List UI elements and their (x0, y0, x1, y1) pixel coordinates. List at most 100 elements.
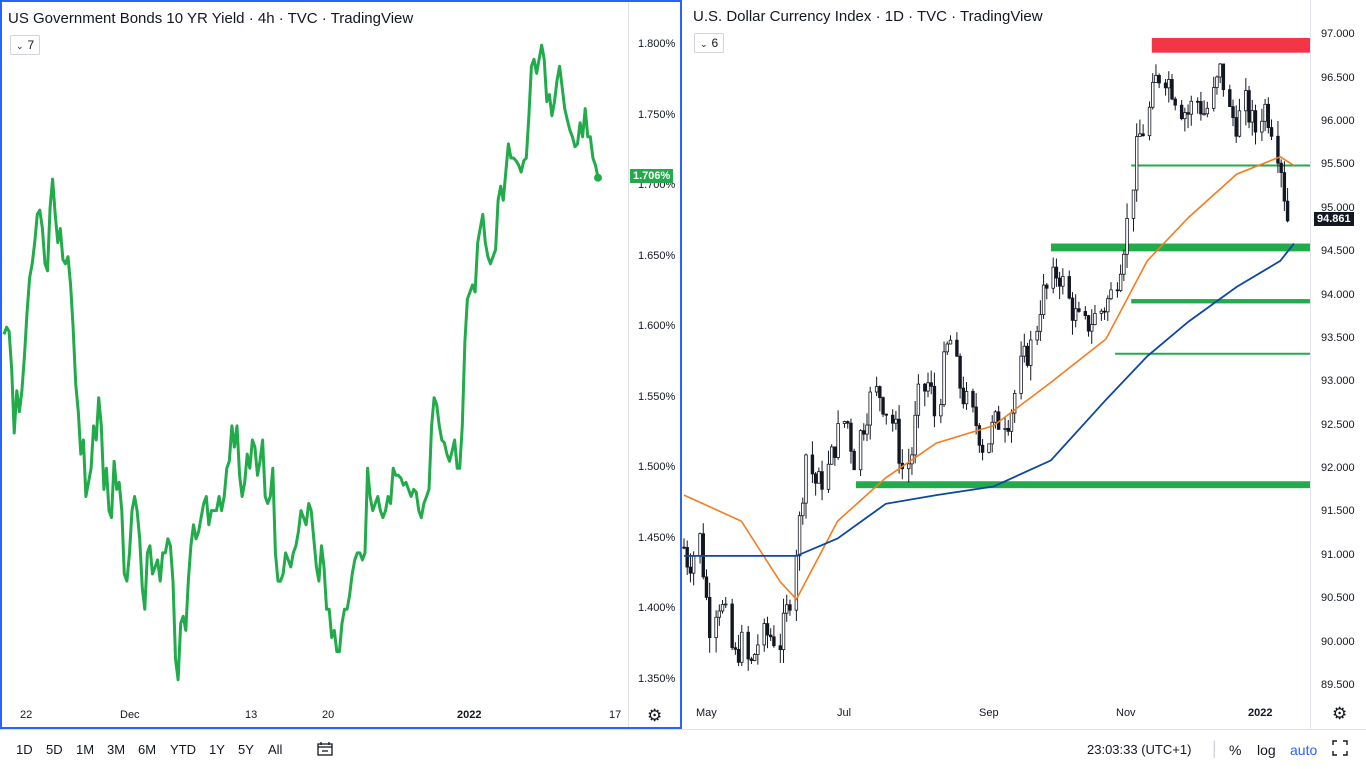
dxy-chart-canvas[interactable] (682, 0, 1366, 729)
dxy-price-tick-label: 93.500 (1321, 331, 1355, 344)
dxy-candle-body (820, 471, 824, 490)
dxy-candle-body (977, 425, 982, 446)
dxy-candle-body (1183, 112, 1187, 120)
dxy-candle-body (1266, 103, 1271, 128)
dxy-candle-body (785, 604, 789, 614)
dxy-candle-body (1237, 110, 1242, 137)
range-button-1d[interactable]: 1D (16, 742, 33, 757)
dxy-candle-body (907, 463, 911, 470)
chevron-down-icon: ⌄ (16, 41, 24, 51)
dxy-candle-body (1109, 289, 1113, 300)
dxy-candle-body (1195, 100, 1200, 103)
dxy-candle-body (746, 631, 750, 660)
dxy-candle-body (1083, 311, 1088, 317)
clock-display[interactable]: 23:03:33 (UTC+1) (1087, 742, 1192, 757)
dxy-candle-body (913, 414, 917, 456)
yield-time-tick-label: Dec (120, 709, 140, 721)
yield-time-tick-label: 17 (609, 709, 622, 721)
range-button-5y[interactable]: 5Y (238, 742, 254, 757)
dxy-candle-body (1279, 162, 1283, 173)
dxy-candle-body (1003, 427, 1007, 430)
dxy-time-tick-label: Nov (1116, 707, 1136, 719)
dxy-candle-body (688, 566, 693, 574)
resistance-zone (1151, 37, 1310, 53)
dxy-candle-body (1006, 427, 1010, 432)
dxy-candle-body (810, 454, 815, 475)
yield-price-tick-label: 1.650% (638, 249, 676, 262)
range-button-5d[interactable]: 5D (46, 742, 63, 757)
dxy-candle-body (836, 423, 840, 458)
dxy-candle-body (939, 404, 943, 417)
dxy-candle-body (842, 421, 847, 424)
fullscreen-icon[interactable] (1332, 740, 1348, 759)
calendar-range-icon[interactable] (316, 740, 334, 761)
range-button-1m[interactable]: 1M (76, 742, 95, 757)
range-button-all[interactable]: All (268, 742, 283, 757)
dxy-candle-body (1125, 218, 1129, 255)
dxy-indicators-toggle[interactable]: ⌄ 6 (694, 33, 725, 53)
dxy-price-tick-label: 96.000 (1321, 115, 1355, 128)
yield-chart-canvas[interactable] (2, 2, 680, 727)
dxy-candle-body (868, 391, 872, 426)
dxy-candle-body (1045, 284, 1049, 289)
dxy-candle-body (865, 424, 869, 435)
range-button-3m[interactable]: 3M (107, 742, 126, 757)
dxy-candle-body (1029, 339, 1033, 366)
dxy-candle-body (942, 351, 946, 406)
dxy-candle-body (768, 634, 773, 638)
dxy-price-tick-label: 94.000 (1321, 288, 1355, 301)
dxy-candle-body (884, 413, 888, 416)
dxy-candle-body (765, 623, 770, 636)
dxy-candle-body (987, 443, 991, 453)
log-scale-button[interactable]: log (1257, 742, 1276, 758)
yield-chart-pane[interactable]: US Government Bonds 10 YR Yield · 4h · T… (0, 0, 682, 729)
yield-indicators-toggle[interactable]: ⌄ 7 (10, 35, 41, 55)
dxy-price-tick-label: 95.500 (1321, 158, 1355, 171)
dxy-candle-body (1173, 98, 1177, 106)
dxy-candle-body (1012, 393, 1017, 414)
dxy-candle-body (1035, 330, 1039, 341)
dxy-candle-body (945, 343, 949, 353)
dxy-candle-body (682, 546, 686, 549)
dxy-candle-body (1038, 314, 1043, 332)
dxy-candle-body (958, 355, 962, 389)
dxy-candle-body (1212, 87, 1216, 109)
range-button-1y[interactable]: 1Y (209, 742, 225, 757)
support-zone (1131, 299, 1310, 304)
dxy-candle-body (932, 385, 937, 417)
range-button-6m[interactable]: 6M (138, 742, 157, 757)
dxy-candle-body (762, 623, 766, 646)
dxy-candle-body (829, 446, 834, 465)
dxy-candle-body (1019, 355, 1023, 394)
dxy-candle-body (717, 610, 722, 618)
dxy-candle-body (691, 555, 696, 574)
dxy-candle-body (714, 616, 718, 639)
yield-price-tick-label: 1.500% (638, 461, 676, 474)
dxy-candle-body (1057, 277, 1062, 287)
dxy-candle-body (749, 658, 754, 661)
dxy-candle-body (974, 406, 978, 427)
gear-icon[interactable]: ⚙ (647, 706, 663, 725)
yield-time-tick-label: 22 (20, 709, 33, 721)
dxy-price-tick-label: 94.500 (1321, 245, 1355, 258)
dxy-candle-body (1202, 113, 1206, 116)
auto-scale-button[interactable]: auto (1290, 742, 1318, 758)
dxy-price-axis-divider (1310, 0, 1311, 729)
dxy-candle-body (698, 533, 702, 557)
dxy-candle-body (804, 454, 808, 504)
range-button-ytd[interactable]: YTD (170, 742, 196, 757)
dxy-chart-pane[interactable]: U.S. Dollar Currency Index · 1D · TVC · … (682, 0, 1366, 729)
dxy-price-tick-label: 96.500 (1321, 71, 1355, 84)
dxy-candle-body (971, 390, 975, 408)
dxy-candle-body (862, 430, 866, 435)
gear-icon[interactable]: ⚙ (1332, 704, 1348, 723)
dxy-candle-body (720, 604, 725, 612)
dxy-candle-body (1022, 345, 1027, 357)
percent-scale-button[interactable]: % (1229, 742, 1242, 758)
dxy-price-tick-label: 90.000 (1321, 635, 1355, 648)
dxy-candle-body (1090, 324, 1094, 332)
yield-price-tick-label: 1.800% (638, 38, 676, 51)
dxy-candle-body (1170, 79, 1174, 100)
yield-price-tick-label: 1.550% (638, 390, 676, 403)
chevron-down-icon: ⌄ (700, 39, 708, 49)
